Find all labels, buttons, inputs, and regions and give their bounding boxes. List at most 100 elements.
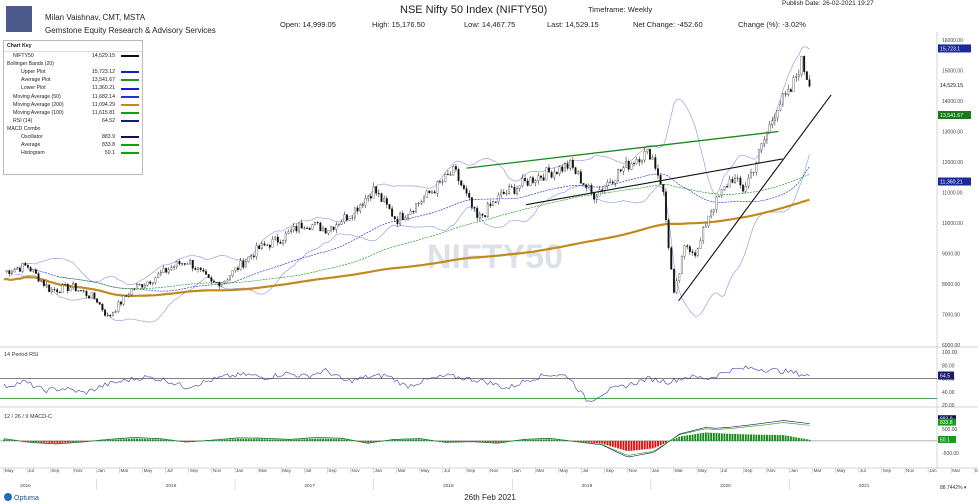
footer-right-info[interactable]: 88.7442% ▾ [940,485,967,491]
candle-body [361,204,364,206]
candle-body [266,244,269,246]
candle-body [159,272,162,275]
macd-histogram-bar [223,439,226,442]
rsi-layer [0,365,937,402]
legend-row: Lower Plot 11,360.21 [4,84,142,92]
macd-histogram-bar [415,439,418,442]
ma-200 [3,198,810,298]
candle-body [457,169,460,181]
legend-swatch [121,128,139,130]
candle-body [298,222,301,232]
candle-body [13,269,16,273]
macd-histogram-bar [425,440,428,442]
macd-histogram-bar [130,438,133,442]
candle-body [635,159,638,164]
candle-body [303,227,306,229]
macd-histogram-bar [276,439,279,442]
macd-histogram-bar [104,440,107,442]
macd-histogram-bar [460,440,463,442]
macd-histogram-bar [53,440,56,443]
x-month-label: May [837,468,846,473]
ma-100 [57,174,810,290]
legend-swatch [121,95,139,98]
candle-body [135,284,138,290]
macd-histogram-bar [295,439,298,442]
candle-body [5,270,8,273]
candle-body [481,213,484,216]
candle-body [789,89,792,92]
macd-histogram-bar [731,433,734,442]
x-year-label: 2019 [582,483,593,489]
macd-histogram-bar [635,440,638,451]
x-month-label: Jan [790,468,798,473]
candle-body [736,177,739,179]
candle-body [566,163,569,169]
legend-name: Moving Average (200) [13,101,64,108]
candle-body [399,212,402,225]
candle-body [441,181,444,183]
macd-histogram-bar [74,440,77,443]
candle-body [686,245,689,247]
macd-histogram-bar [27,440,29,442]
x-month-label: Sep [606,468,615,473]
candle-body [236,267,239,270]
candle-body [792,77,795,92]
macd-histogram-bar [500,440,503,443]
macd-histogram-bar [582,440,585,443]
x-month-label: Nov [213,468,222,473]
macd-histogram-bar [704,432,707,442]
legend-swatch [121,71,139,74]
macd-histogram-bar [260,439,263,442]
candle-body [744,186,747,192]
candle-body [114,311,117,313]
macd-histogram-bar [64,440,67,443]
candle-body [290,229,293,232]
macd-histogram-bar [61,440,64,443]
candle-body [322,227,324,232]
right-value-labels: 15,723.1 14,529.15 13,541.67 11,360.21 64.5 8… [938,44,971,443]
candle-body [308,228,311,230]
candle-body [726,186,729,188]
candle-body [8,270,11,275]
candle-body [165,268,168,273]
candle-body [723,186,726,190]
x-month-label: Jul [167,468,173,473]
candle-body [226,279,229,282]
candle-body [101,303,104,311]
candle-body [646,149,649,152]
macd-histogram-bar [675,437,678,442]
candle-body [202,269,205,272]
candle-body [423,197,425,202]
macd-histogram-bar [114,439,117,442]
x-year-label: 2015 [20,483,31,489]
macd-histogram-bar [404,439,407,442]
chart-key: Chart Key NIFTY50 14,529.15 Bollinger Band… [3,40,143,175]
macd-histogram-bar [5,439,8,442]
legend-swatch [121,111,139,114]
macd-histogram-bar [306,439,309,442]
low-value: Low: 14,467.75 [464,20,516,29]
candle-body [143,285,146,288]
ma-50 [30,166,810,292]
macd-histogram-bar [643,440,646,450]
candle-body [58,291,61,293]
candle-body [37,273,40,282]
candle-body [431,191,433,194]
last-price-value-label-bg [938,80,971,89]
candle-body [446,174,449,176]
candle-body [702,227,705,242]
candle-body [728,179,731,188]
candle-body [465,188,468,194]
macd-histogram-bar [80,440,83,442]
x-year-label: 2016 [166,483,177,489]
macd-histogram-bar [699,433,702,442]
x-month-label: Mar [814,468,822,473]
macd-histogram-bar [136,438,138,442]
macd-histogram-bar [359,440,362,442]
macd-histogram-bar [742,434,745,442]
macd-histogram-bar [659,440,662,446]
macd-histogram-bar [11,440,13,442]
candle-body [502,191,505,195]
macd-histogram-bar [431,440,433,442]
